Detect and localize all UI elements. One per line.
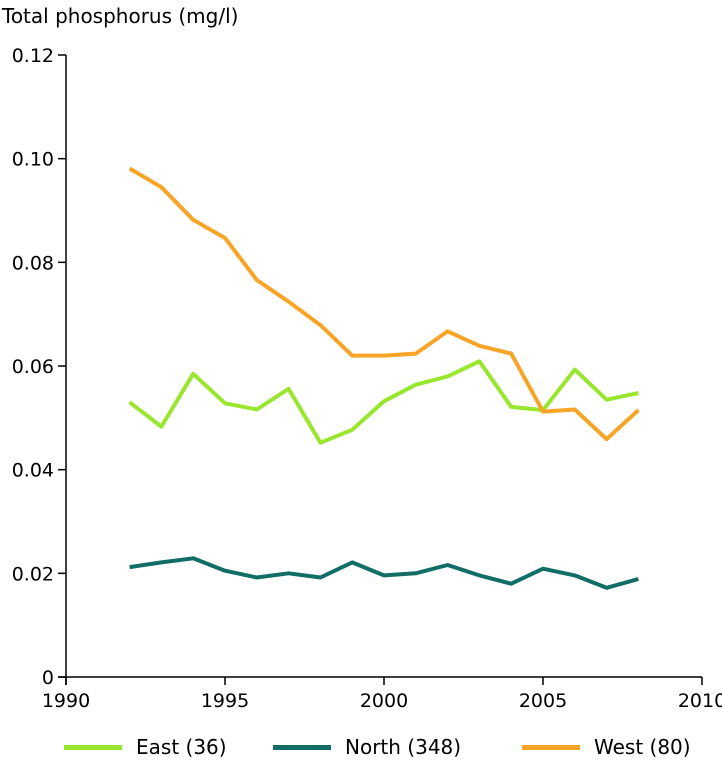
series-line-west bbox=[128, 166, 640, 442]
series-line-east bbox=[128, 359, 639, 445]
tick-labels: 0 0.02 0.04 0.06 0.08 0.10 0.12 1990 1995 2000 200… bbox=[12, 45, 722, 712]
y-tick-label: 0.08 bbox=[12, 252, 54, 274]
legend: East (36) North (348) West (80) bbox=[0, 735, 722, 769]
y-tick-label: 0.04 bbox=[12, 460, 54, 482]
x-tick-label: 1995 bbox=[201, 690, 249, 712]
x-tick-label: 2010 bbox=[678, 690, 722, 712]
y-tick-label: 0.06 bbox=[12, 356, 54, 378]
legend-swatch-west bbox=[522, 744, 580, 750]
legend-swatch-east bbox=[64, 744, 122, 750]
y-tick-label: 0.02 bbox=[12, 563, 54, 585]
legend-item-north: North (348) bbox=[273, 735, 461, 759]
series-line-north bbox=[129, 556, 639, 590]
x-tick-label: 2000 bbox=[360, 690, 408, 712]
y-tick-label: 0.10 bbox=[12, 149, 54, 171]
y-tick-label: 0 bbox=[42, 667, 54, 689]
series-lines bbox=[128, 166, 640, 590]
legend-swatch-north bbox=[273, 744, 331, 750]
legend-label-north: North (348) bbox=[345, 735, 462, 759]
y-axis-title: Total phosphorus (mg/l) bbox=[2, 4, 239, 28]
x-tick-label: 2005 bbox=[519, 690, 567, 712]
legend-item-west: West (80) bbox=[522, 735, 691, 759]
legend-label-east: East (36) bbox=[136, 735, 227, 759]
legend-label-west: West (80) bbox=[594, 735, 691, 759]
axes bbox=[58, 54, 703, 685]
legend-item-east: East (36) bbox=[64, 735, 227, 759]
x-tick-label: 1990 bbox=[42, 690, 90, 712]
line-chart: 0 0.02 0.04 0.06 0.08 0.10 0.12 1990 1995 2000 200… bbox=[12, 45, 722, 712]
y-tick-label: 0.12 bbox=[12, 45, 54, 67]
